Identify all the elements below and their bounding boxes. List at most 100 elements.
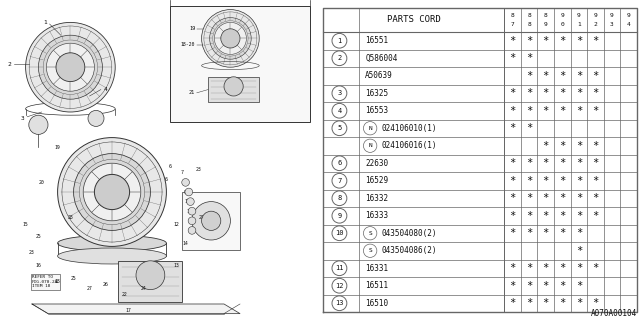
Text: 9: 9 [337,213,342,219]
Text: *: * [559,71,565,81]
Text: *: * [559,158,565,168]
Text: N: N [368,143,372,148]
Text: 6: 6 [165,177,168,182]
Text: *: * [509,123,516,133]
Text: *: * [509,281,516,291]
Text: N: N [368,126,372,131]
Text: 16511: 16511 [365,281,388,290]
Text: 15: 15 [23,221,28,227]
Text: *: * [592,211,598,221]
Text: *: * [543,71,548,81]
Text: 24: 24 [141,285,147,291]
Text: S: S [368,231,372,236]
Text: *: * [526,53,532,63]
Text: 13: 13 [173,263,179,268]
Text: *: * [543,36,548,46]
Circle shape [202,10,259,67]
Text: 23: 23 [196,167,201,172]
Text: *: * [509,211,516,221]
Text: 9: 9 [561,13,564,18]
Text: *: * [559,193,565,203]
Text: 9: 9 [593,13,597,18]
Text: *: * [526,211,532,221]
Circle shape [56,53,85,82]
Text: 10: 10 [184,199,190,204]
Text: 8: 8 [527,22,531,27]
Text: *: * [543,176,548,186]
Text: *: * [575,88,582,98]
Text: *: * [543,281,548,291]
Circle shape [210,18,252,59]
Circle shape [188,227,196,234]
Text: *: * [526,263,532,273]
Text: A070A00104: A070A00104 [591,309,637,318]
Circle shape [182,179,189,186]
Text: 9: 9 [184,189,187,195]
Text: *: * [526,106,532,116]
Text: *: * [592,88,598,98]
Text: S: S [368,248,372,253]
Text: *: * [509,53,516,63]
Text: 9: 9 [577,13,580,18]
Text: 7: 7 [181,170,184,175]
Bar [170,6,310,122]
Text: *: * [526,228,532,238]
Text: 18: 18 [55,279,60,284]
Text: 12: 12 [335,283,344,289]
Text: 17: 17 [125,308,131,313]
Text: 14: 14 [183,241,188,246]
Text: *: * [575,228,582,238]
Text: A50639: A50639 [365,71,393,80]
Text: 1: 1 [337,38,342,44]
Text: *: * [526,281,532,291]
Text: *: * [543,298,548,308]
Text: 20: 20 [39,180,44,185]
Circle shape [214,22,246,54]
Circle shape [187,198,195,205]
Text: *: * [543,193,548,203]
Text: 4: 4 [104,87,108,92]
Text: 27: 27 [87,285,92,291]
Text: *: * [543,211,548,221]
Text: 024106016(1): 024106016(1) [381,141,437,150]
Text: 9: 9 [627,13,630,18]
Text: 3: 3 [20,116,24,121]
Text: *: * [526,71,532,81]
Text: PARTS CORD: PARTS CORD [387,15,440,25]
Text: *: * [543,158,548,168]
Text: 5: 5 [337,125,342,131]
Text: 8: 8 [544,13,548,18]
Text: 8: 8 [182,180,186,185]
Text: *: * [575,141,582,151]
Text: 22: 22 [122,292,127,297]
Text: 2: 2 [8,61,12,67]
Text: *: * [575,193,582,203]
Text: 29: 29 [199,215,204,220]
Circle shape [188,217,196,225]
Text: 043504086(2): 043504086(2) [381,246,437,255]
Text: 11: 11 [335,265,344,271]
Text: *: * [559,228,565,238]
Circle shape [224,77,243,96]
Text: 16529: 16529 [365,176,388,185]
Text: *: * [509,176,516,186]
Text: 9: 9 [610,13,614,18]
Text: 16553: 16553 [365,106,388,115]
Text: *: * [575,281,582,291]
Text: *: * [575,106,582,116]
Text: 16510: 16510 [365,299,388,308]
Text: *: * [592,298,598,308]
Text: *: * [509,228,516,238]
Text: *: * [575,263,582,273]
Text: *: * [575,36,582,46]
Circle shape [95,174,129,210]
Text: *: * [543,141,548,151]
Bar [182,192,240,250]
Text: 16331: 16331 [365,264,388,273]
Text: *: * [509,193,516,203]
Circle shape [74,154,150,230]
Text: 0: 0 [561,22,564,27]
Polygon shape [32,304,240,314]
Text: 2: 2 [593,22,597,27]
Circle shape [26,22,115,112]
